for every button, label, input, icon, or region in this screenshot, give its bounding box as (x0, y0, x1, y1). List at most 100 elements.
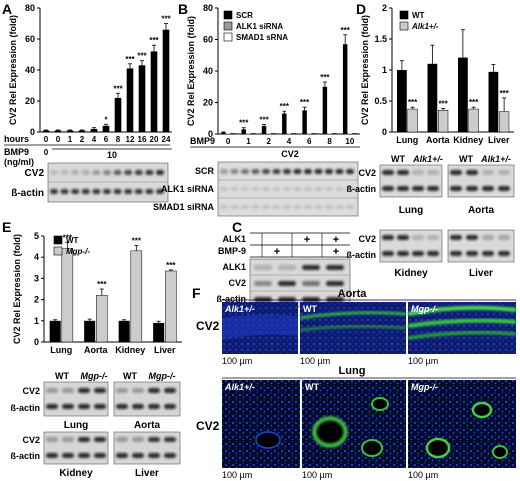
blot-d-membrane-lung (379, 164, 443, 198)
blot-c-band-1-1 (278, 281, 296, 286)
blot-e-band-cv2-1-1 (132, 388, 144, 393)
blot-d-band-cv2-3-0 (450, 235, 462, 240)
blot-d-band-actin-2-0 (382, 251, 394, 256)
chart-b-sig-5: *** (320, 73, 330, 82)
chart-b-legend-swatch-1 (223, 21, 233, 31)
chart-d-sig-0: *** (408, 98, 418, 107)
chart-e-xtick-3: Liver (154, 345, 176, 355)
blot-d-band-actin-3-3 (498, 251, 510, 256)
chart-d-ytick-label-0: 0 (382, 127, 387, 137)
chart-a-ytick-label-2: 40 (25, 65, 35, 75)
blot-e-membrane-kidney (43, 431, 109, 465)
blot-d-membrane-aorta (447, 164, 515, 198)
blot-e-band-cv2-1-0 (116, 388, 128, 393)
chart-b: 0 20 40 60 80 CV2 Rel Expression (fold) 0 *** 1 *… (186, 3, 360, 159)
blot-e-band-actin-3-3 (164, 453, 176, 458)
chart-e-bar-0-2 (118, 320, 130, 342)
blot-b-band-smad1-8 (304, 205, 312, 209)
chart-b-bar-0-4 (302, 110, 307, 134)
blot-c-mark-bmp9-4: + (333, 246, 339, 258)
blot-b-band-scr-7 (293, 169, 302, 174)
blot-d-band-cv2-2-1 (397, 235, 409, 240)
blot-b-band-alk1-2 (241, 187, 249, 191)
chart-a-xtick-1: 0 (56, 135, 61, 144)
chart-e-ylabel: CV2 Rel Expression (fold) (12, 234, 22, 344)
blot-b-band-smad1-9 (314, 205, 323, 209)
chart-a-bar-2 (66, 130, 74, 132)
micrograph-aorta-alk1: Alk1+/- (222, 302, 298, 354)
blot-d-band-cv2-2-2 (412, 235, 424, 240)
blot-c-band-2-3 (326, 297, 344, 302)
blot-e-band-cv2-3-2 (148, 437, 160, 442)
blot-a-band-cv2-5 (103, 170, 111, 175)
blot-e-row-cv2-bottom: CV2 (22, 435, 40, 445)
blot-e-hdr-mgp-2: Mgp-/- (149, 371, 176, 381)
chart-a-xtick-3: 2 (80, 135, 85, 144)
blot-d-band-actin-0-0 (382, 186, 394, 191)
blot-d-tissue-aorta: Aorta (468, 205, 495, 216)
blot-c-row-alk1: ALK1 (222, 262, 246, 272)
blot-b-band-alk1-3 (251, 187, 260, 191)
blot-a-band-cv2-4 (92, 170, 101, 175)
blot-e-hdr-wt-1: WT (55, 371, 69, 381)
blot-d-tissue-kidney: Kidney (394, 268, 428, 279)
blot-c-header-alk1: ALK1 (222, 234, 246, 244)
micrograph-title-lung: Lung (339, 365, 366, 377)
chart-e-ytick-label-1: 1 (34, 316, 39, 326)
scale-bar-aorta-3: 100 µm (408, 356, 438, 366)
blot-d-band-actin-2-1 (397, 251, 409, 256)
blot-e-band-actin-2-2 (78, 453, 90, 458)
chart-e-bar-0-3 (153, 322, 165, 342)
blot-e-band-cv2-2-2 (78, 437, 90, 442)
chart-e-legend-label-1: Mgp-/- (66, 247, 90, 256)
blot-e-band-cv2-3-1 (132, 437, 144, 442)
blot-e-band-actin-0-1 (62, 404, 74, 409)
blot-b-band-scr-11 (335, 169, 344, 174)
blot-e-band-cv2-0-0 (46, 388, 58, 393)
scale-bar-lung-1: 100 µm (222, 470, 252, 480)
blot-e-tissue-liver: Liver (135, 468, 159, 479)
chart-d-xtick-1: Aorta (426, 135, 450, 145)
blot-b-band-scr-0 (220, 169, 228, 174)
blot-e-row-actin-bottom: ß-actin (10, 451, 40, 461)
chart-a-row1-label: hours (4, 134, 29, 144)
blot-a-band-actin-8 (134, 189, 143, 194)
blot-c-band-1-2 (302, 281, 320, 286)
blot-d-band-cv2-3-2 (482, 235, 494, 240)
blot-b-band-alk1-9 (314, 187, 323, 191)
blot-e-hdr-mgp-1: Mgp-/- (81, 371, 108, 381)
blot-a-band-cv2-7 (124, 170, 133, 175)
blot-b-band-alk1-11 (335, 187, 344, 191)
chart-d-bar-1-1 (437, 110, 449, 133)
blot-e-tissue-lung: Lung (64, 420, 88, 431)
blot-b-band-alk1-6 (283, 187, 291, 191)
panel-letter-d: D (356, 1, 366, 17)
blot-d-row-actin-top: ß-actin (346, 184, 376, 194)
blot-a-band-cv2-0 (50, 170, 58, 175)
chart-b-row2: CV2 (281, 149, 299, 159)
blot-d-band-cv2-3-1 (466, 235, 478, 240)
chart-b-sig-1: *** (239, 119, 249, 128)
chart-d-xtick-2: Kidney (453, 135, 483, 145)
blot-b-band-scr-1 (230, 169, 239, 174)
chart-e-sig-0: *** (63, 233, 73, 242)
chart-b-ytick-label-4: 80 (203, 3, 213, 13)
blot-d-band-actin-3-1 (466, 251, 478, 256)
blot-a-band-actin-10 (156, 189, 164, 194)
blot-c-mark-alk1-3: + (304, 234, 310, 246)
blot-b-band-smad1-0 (220, 205, 228, 209)
chart-b-ytick-label-0: 0 (208, 129, 213, 139)
scale-bar-aorta-2: 100 µm (300, 356, 330, 366)
chart-b-legend-label-0: SCR (236, 11, 253, 20)
blot-a-band-actin-4 (92, 189, 101, 194)
chart-b-ytick-label-3: 60 (203, 35, 213, 45)
chart-b-sig-2: *** (259, 116, 269, 125)
blot-e-band-cv2-0-1 (62, 388, 74, 393)
chart-b-sig-4: *** (300, 98, 310, 107)
chart-a-bar-1 (54, 130, 62, 132)
blot-c-band-2-2 (302, 297, 320, 302)
blot-e-band-cv2-3-0 (116, 437, 128, 442)
chart-e: 0 1 2 3 4 5 CV2 Rel Expression (fold) *** Lung **… (12, 231, 182, 355)
chart-b-bar-0-6 (342, 44, 348, 134)
blot-c-band-1-3 (326, 281, 344, 286)
